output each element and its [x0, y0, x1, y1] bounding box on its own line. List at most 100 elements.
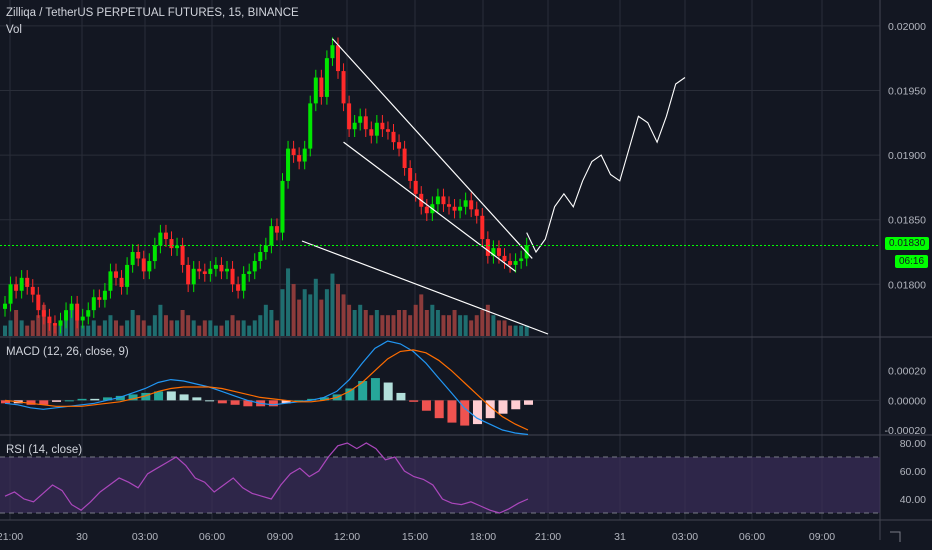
rsi-tick-label: 80.00 [900, 438, 926, 450]
volume-bar [524, 325, 529, 336]
macd-histogram-bar [192, 397, 202, 401]
macd-histogram-bar [460, 400, 470, 426]
candle-body [341, 71, 346, 104]
time-tick-label: 09:00 [267, 531, 293, 543]
projection-path [526, 77, 686, 254]
volume-bar [8, 320, 13, 336]
macd-histogram-bar [396, 392, 406, 401]
volume-bar [297, 299, 302, 336]
candle-body [114, 271, 118, 278]
time-tick-label: 03:00 [672, 531, 698, 543]
volume-bar [413, 304, 418, 336]
volume-bar [330, 273, 335, 336]
candle-body [263, 245, 268, 252]
macd-histogram-bar [1, 400, 10, 404]
candle-body [30, 286, 35, 295]
candle-body [463, 200, 468, 207]
candle-body [8, 284, 13, 304]
candle-body [291, 148, 296, 156]
macd-histogram-bar [524, 400, 533, 405]
volume-bar [447, 315, 451, 336]
volume-bar [236, 320, 241, 336]
candle-body [47, 316, 52, 324]
price-tick-label: 0.01800 [888, 279, 926, 291]
candle-body [130, 252, 135, 265]
volume-bar [385, 315, 390, 336]
macd-histogram-bar [319, 397, 329, 401]
candle-body [136, 252, 141, 259]
volume-bar [480, 310, 485, 336]
time-tick-label: 09:00 [809, 531, 835, 543]
candle-body [474, 209, 479, 216]
macd-histogram-bar [472, 400, 482, 425]
symbol-title: Zilliqa / TetherUS PERPETUAL FUTURES, 15… [6, 7, 299, 19]
macd-histogram-bar [383, 382, 393, 401]
candle-body [330, 45, 335, 59]
macd-histogram-bar [26, 400, 36, 405]
candle-body [402, 148, 407, 168]
macd-histogram-bar [166, 391, 176, 401]
price-tick-label: 0.01950 [888, 85, 926, 97]
candle-body [302, 148, 307, 162]
candle-body [408, 168, 413, 181]
candle-body [447, 204, 451, 207]
price-tick-label: 0.01850 [888, 215, 926, 227]
candle-body [313, 77, 318, 104]
candle-body [397, 142, 402, 149]
candle-body [102, 290, 107, 300]
macd-histogram-bar [154, 391, 164, 401]
candle-body [352, 122, 357, 130]
volume-bar [125, 320, 130, 336]
candle-body [80, 316, 85, 321]
volume-bar [391, 315, 396, 336]
rsi-tick-label: 40.00 [900, 494, 926, 506]
candle-body [469, 200, 474, 210]
time-tick-label: 31 [614, 531, 626, 543]
macd-histogram-bar [485, 400, 495, 419]
volume-bar [230, 315, 235, 336]
volume-bar [119, 325, 124, 336]
current-price-badge: 0.01830 [885, 237, 930, 250]
candle-body [241, 273, 246, 291]
candle-body [319, 77, 324, 97]
channel-upper-line [332, 38, 533, 259]
candle-body [308, 103, 313, 149]
volume-bar [519, 325, 524, 336]
volume-bar [324, 289, 329, 336]
candle-body [147, 261, 152, 272]
macd-histogram-bar [370, 378, 380, 401]
candle-body [286, 148, 291, 181]
volume-bar [452, 310, 457, 336]
volume-trendline [301, 240, 549, 335]
volume-bar [435, 310, 440, 336]
time-tick-label: 12:00 [334, 531, 360, 543]
volume-bar [197, 325, 202, 336]
volume-bar [374, 310, 379, 336]
candle-body [452, 206, 457, 211]
volume-bar [469, 320, 474, 336]
candle-body [158, 232, 163, 246]
price-tick-label: 0.02000 [888, 21, 926, 33]
candle-body [374, 122, 379, 136]
rsi-tick-label: 60.00 [900, 466, 926, 478]
volume-bar [430, 304, 435, 336]
candle-body [225, 268, 229, 272]
candle-body [86, 310, 91, 317]
candle-body [441, 196, 446, 205]
volume-bar [496, 320, 501, 336]
volume-bar [358, 304, 363, 336]
volume-bar [102, 320, 107, 336]
candle-body [391, 131, 396, 143]
volume-bar [347, 304, 352, 336]
volume-bar [308, 294, 313, 336]
candle-body [219, 264, 224, 272]
volume-bar [158, 304, 163, 336]
volume-bar [130, 310, 135, 336]
candle-body [336, 45, 340, 72]
volume-bar [474, 315, 479, 336]
candle-body [141, 258, 146, 272]
volume-bar [175, 320, 180, 336]
volume-bar [336, 284, 340, 336]
macd-histogram-bar [243, 400, 253, 407]
